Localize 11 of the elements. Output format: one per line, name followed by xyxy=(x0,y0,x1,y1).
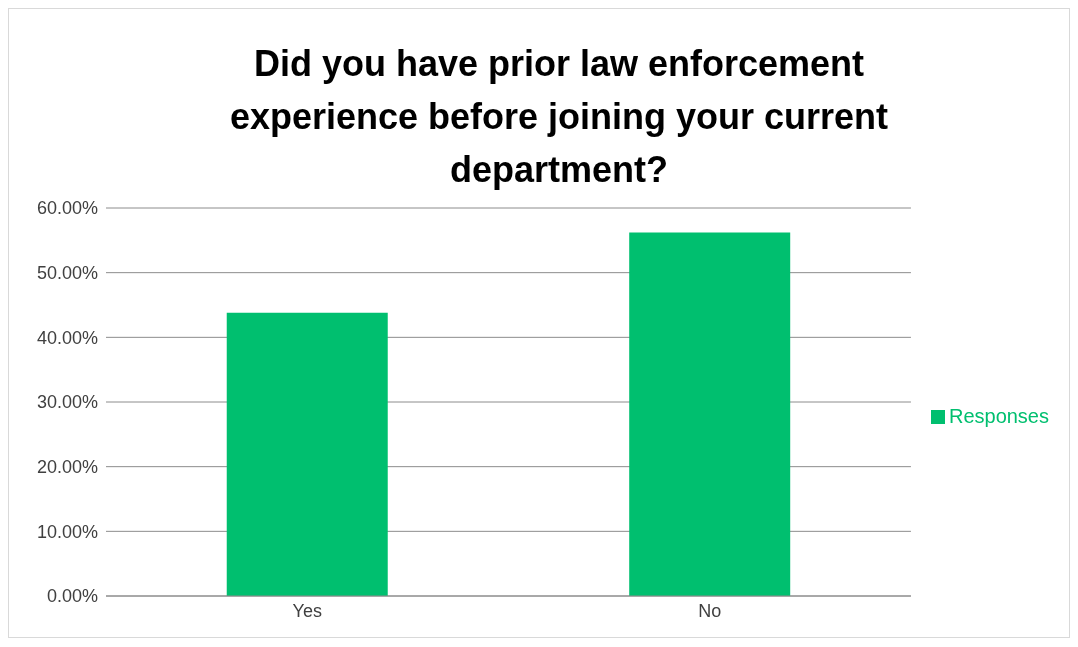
y-tick-label: 50.00% xyxy=(36,263,98,284)
chart-title: Did you have prior law enforcement experience before joining your current department? xyxy=(228,42,890,192)
y-tick-label: 30.00% xyxy=(36,392,98,413)
y-tick-label: 20.00% xyxy=(36,457,98,478)
x-tick-label: Yes xyxy=(292,600,322,621)
y-tick-label: 10.00% xyxy=(36,521,98,542)
y-tick-label: 0.00% xyxy=(46,586,98,607)
legend-label: Responses xyxy=(948,404,1049,427)
y-tick-label: 40.00% xyxy=(36,327,98,348)
y-tick-label: 60.00% xyxy=(36,198,98,219)
x-tick-label: No xyxy=(698,600,722,621)
